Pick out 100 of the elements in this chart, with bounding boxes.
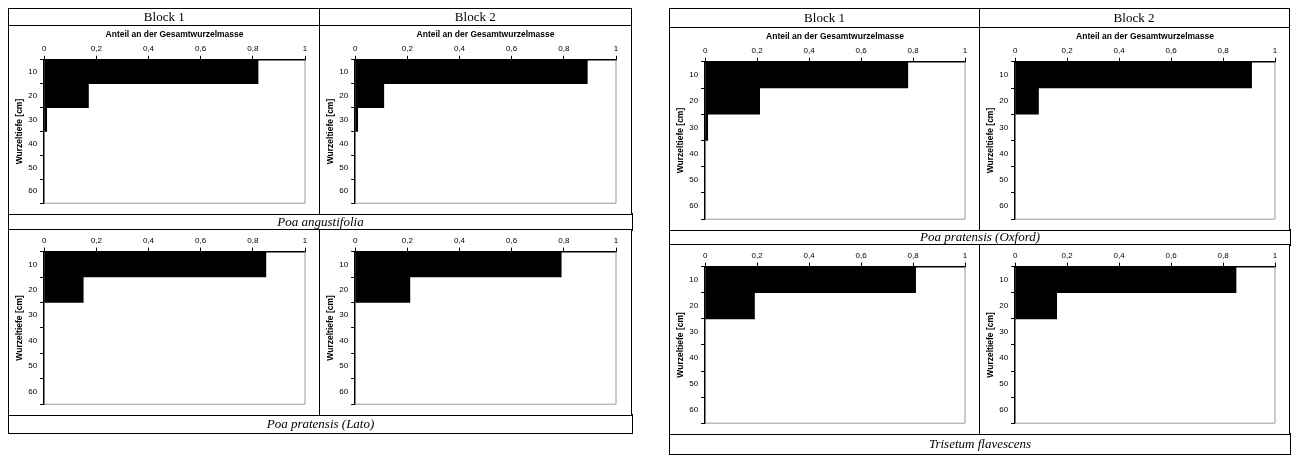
y-tick-label: 20 — [28, 284, 38, 294]
x-tick-label: 0,8 — [1216, 46, 1229, 56]
x-tick-label: 0,6 — [195, 44, 207, 54]
y-tick-label: 30 — [339, 114, 349, 124]
x-tick-label: 0 — [41, 44, 47, 54]
y-tick-label: 10 — [689, 70, 699, 80]
x-tick-label: 1 — [302, 44, 308, 54]
x-tick-label: 0,8 — [1216, 251, 1229, 260]
y-tick-label: 50 — [689, 379, 699, 389]
y-axis-title: Wurzeltiefe [cm] — [325, 98, 336, 165]
x-tick-label: 0,4 — [142, 236, 155, 245]
x-tick-label: 0,8 — [907, 46, 920, 56]
x-tick-label: 0 — [1012, 46, 1018, 56]
x-tick-label: 0,6 — [195, 236, 207, 245]
y-tick-label: 40 — [689, 353, 699, 363]
y-tick-label: 20 — [998, 300, 1009, 310]
x-tick-label: 0,4 — [453, 236, 466, 245]
text: Poa pratensis (Lato) — [266, 415, 375, 432]
y-tick-label: 50 — [28, 361, 38, 371]
y-tick-label: 60 — [998, 201, 1009, 211]
y-tick-label: 60 — [689, 405, 699, 415]
text: Poa angustifolia — [277, 213, 364, 230]
x-tick-label: 0 — [352, 44, 358, 54]
y-axis-title: Wurzeltiefe [cm] — [14, 98, 25, 165]
x-tick-label: 0,6 — [855, 46, 868, 56]
x-tick-label: 0,6 — [1164, 46, 1177, 56]
y-axis-title: Wurzeltiefe [cm] — [984, 107, 995, 174]
y-tick-label: 10 — [998, 274, 1009, 284]
y-tick-label: 30 — [28, 114, 38, 124]
y-tick-label: 20 — [998, 96, 1009, 106]
y-axis-title: Wurzeltiefe [cm] — [984, 311, 995, 378]
x-tick-label: 0,4 — [1113, 251, 1125, 260]
chart-title: Block 1 — [669, 8, 980, 29]
chart-title: Block 2 — [978, 8, 1290, 29]
y-tick-label: 30 — [689, 327, 699, 337]
x-tick-label: 0,2 — [401, 236, 414, 245]
y-tick-label: 20 — [339, 284, 349, 294]
x-tick-label: 0,2 — [1061, 46, 1073, 56]
y-tick-label: 30 — [689, 122, 699, 132]
x-tick-label: 0,4 — [1113, 46, 1125, 56]
x-tick-label: 1 — [613, 236, 619, 245]
y-tick-label: 50 — [998, 175, 1009, 185]
x-tick-label: 1 — [1272, 251, 1278, 260]
y-tick-label: 40 — [998, 353, 1009, 363]
y-tick-label: 10 — [339, 66, 349, 76]
y-tick-label: 30 — [339, 310, 349, 320]
x-tick-label: 0 — [702, 251, 708, 260]
y-tick-label: 10 — [28, 66, 38, 76]
y-tick-label: 30 — [28, 310, 38, 320]
y-tick-label: 60 — [339, 186, 349, 196]
x-tick-label: 1 — [962, 251, 968, 260]
x-tick-label: 0 — [1012, 251, 1018, 260]
x-axis-title: Anteil an der Gesamtwurzelmasse — [1075, 31, 1214, 42]
x-tick-label: 0,2 — [401, 44, 414, 54]
y-axis-title: Wurzeltiefe [cm] — [675, 311, 686, 378]
y-axis-title: Wurzeltiefe [cm] — [14, 294, 25, 361]
y-tick-label: 60 — [998, 405, 1009, 415]
y-tick-label: 20 — [28, 90, 38, 100]
y-tick-label: 60 — [689, 201, 699, 211]
x-tick-label: 0,8 — [558, 44, 570, 54]
x-tick-label: 0,4 — [803, 251, 816, 260]
x-tick-label: 1 — [302, 236, 308, 245]
x-axis-title: Anteil an der Gesamtwurzelmasse — [105, 29, 244, 40]
y-tick-label: 40 — [28, 335, 38, 345]
y-tick-label: 20 — [689, 96, 699, 106]
y-tick-label: 20 — [339, 90, 349, 100]
x-tick-label: 0,2 — [90, 236, 103, 245]
x-tick-label: 0,8 — [907, 251, 920, 260]
x-tick-label: 0,4 — [453, 44, 466, 54]
y-tick-label: 50 — [689, 175, 699, 185]
y-tick-label: 60 — [28, 186, 38, 196]
y-tick-label: 50 — [28, 162, 38, 172]
y-tick-label: 60 — [339, 386, 349, 396]
x-axis-title: Anteil an der Gesamtwurzelmasse — [766, 31, 905, 42]
x-tick-label: 0,8 — [247, 44, 259, 54]
x-tick-label: 0,4 — [803, 46, 816, 56]
text: Poa pratensis (Oxford) — [919, 229, 1041, 246]
x-tick-label: 0 — [352, 236, 358, 245]
chart-title: Block 1 — [8, 8, 321, 27]
x-tick-label: 0,8 — [558, 236, 570, 245]
x-tick-label: 0,4 — [142, 44, 155, 54]
y-tick-label: 50 — [339, 361, 349, 371]
y-tick-label: 50 — [339, 162, 349, 172]
y-tick-label: 50 — [998, 379, 1009, 389]
x-tick-label: 0,6 — [855, 251, 868, 260]
x-tick-label: 0 — [702, 46, 708, 56]
y-tick-label: 40 — [998, 148, 1009, 158]
text: Trisetum flavescens — [928, 435, 1032, 452]
x-tick-label: 1 — [613, 44, 619, 54]
y-tick-label: 40 — [28, 138, 38, 148]
x-tick-label: 0,6 — [506, 236, 518, 245]
x-tick-label: 0,2 — [751, 251, 764, 260]
x-tick-label: 0,2 — [90, 44, 103, 54]
y-tick-label: 10 — [339, 259, 349, 269]
x-tick-label: 0,6 — [506, 44, 518, 54]
y-tick-label: 60 — [28, 386, 38, 396]
y-tick-label: 30 — [998, 327, 1009, 337]
y-tick-label: 40 — [689, 148, 699, 158]
y-tick-label: 10 — [28, 259, 38, 269]
y-tick-label: 10 — [998, 70, 1009, 80]
